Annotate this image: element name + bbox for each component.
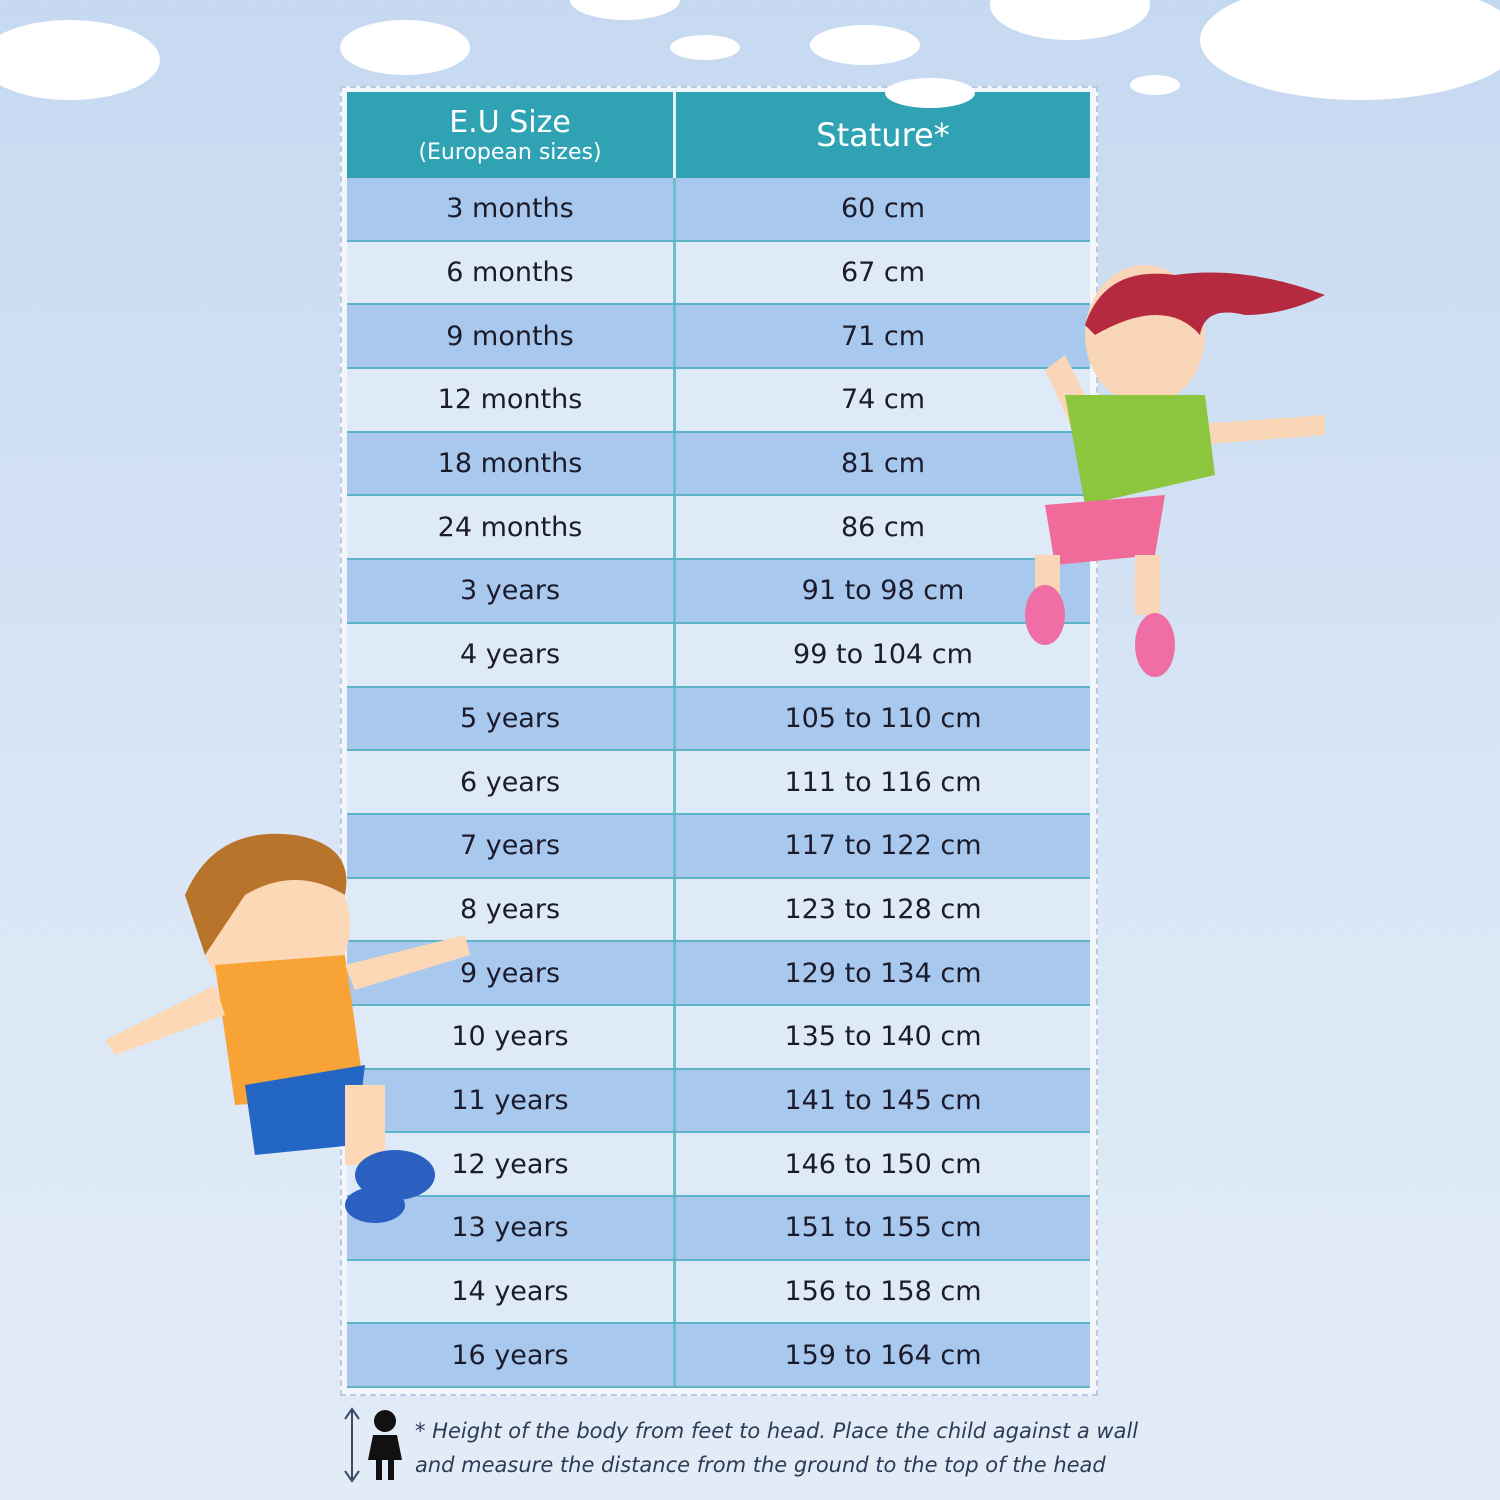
stature-cell: 111 to 116 cm (784, 766, 982, 798)
stature-cell: 123 to 128 cm (784, 893, 982, 925)
stature-cell: 105 to 110 cm (784, 702, 982, 734)
size-cell: 12 months (347, 369, 676, 431)
boy-illustration (105, 833, 470, 1223)
table-row: 5 years 105 to 110 cm (347, 687, 1090, 752)
size-cell: 6 years (347, 751, 676, 813)
cloud (1200, 0, 1500, 100)
stature-cell: 159 to 164 cm (784, 1339, 982, 1371)
stature-cell: 91 to 98 cm (801, 575, 965, 607)
girl-illustration (1025, 265, 1325, 677)
cloud (885, 78, 975, 108)
table-row: 12 months 74 cm (347, 369, 1090, 433)
size-cell: 24 months (347, 496, 676, 559)
stature-cell: 135 to 140 cm (784, 1021, 982, 1053)
cloud (1130, 75, 1180, 95)
table-row: 6 months 67 cm (347, 241, 1090, 306)
stature-cell: 156 to 158 cm (784, 1276, 982, 1308)
size-cell: 5 years (347, 687, 676, 750)
footnote-line-1: * Height of the body from feet to head. … (415, 1419, 1139, 1443)
table-row: 16 years 159 to 164 cm (347, 1324, 1090, 1389)
table-row: 24 months 86 cm (347, 496, 1090, 561)
header-stature: Stature* (816, 116, 950, 154)
table-row: 11 years 141 to 145 cm (347, 1069, 1090, 1134)
stature-cell: 67 cm (840, 257, 926, 289)
stature-cell: 81 cm (840, 448, 926, 480)
table-row: 3 years 91 to 98 cm (347, 560, 1090, 624)
stature-cell: 74 cm (840, 384, 926, 416)
stature-cell: 71 cm (840, 320, 926, 352)
table-row: 13 years 151 to 155 cm (347, 1197, 1090, 1261)
stature-cell: 60 cm (840, 193, 926, 225)
table-row: 6 years 111 to 116 cm (347, 751, 1090, 815)
table-row: 9 months 71 cm (347, 305, 1090, 370)
header-eu-size: E.U Size (European sizes) (347, 92, 676, 178)
footnote: * Height of the body from feet to head. … (415, 1414, 1138, 1482)
header-subtitle: (European sizes) (418, 140, 602, 165)
table-row: 7 years 117 to 122 cm (347, 814, 1090, 879)
table-row: 10 years 135 to 140 cm (347, 1005, 1090, 1070)
cloud (670, 35, 740, 60)
table-row: 12 years 146 to 150 cm (347, 1133, 1090, 1197)
cloud (990, 0, 1150, 40)
size-cell: 9 years (347, 942, 676, 1004)
cloud (810, 25, 920, 65)
size-cell: 3 years (347, 560, 676, 622)
footnote-line-2: and measure the distance from the ground… (415, 1453, 1106, 1477)
table-row: 8 years 123 to 128 cm (347, 878, 1090, 943)
size-cell: 18 months (347, 432, 676, 495)
size-cell: 8 years (347, 878, 676, 941)
size-cell: 16 years (347, 1324, 676, 1387)
cloud (0, 20, 160, 100)
header-title: E.U Size (449, 105, 571, 140)
size-cell: 13 years (347, 1197, 676, 1259)
stature-cell: 146 to 150 cm (784, 1148, 982, 1180)
table-row: 14 years 156 to 158 cm (347, 1260, 1090, 1325)
stature-cell: 151 to 155 cm (784, 1212, 982, 1244)
cloud (570, 0, 680, 20)
size-cell: 3 months (347, 178, 676, 240)
table-row: 4 years 99 to 104 cm (347, 623, 1090, 688)
size-cell: 4 years (347, 623, 676, 686)
size-cell: 10 years (347, 1005, 676, 1068)
size-cell: 7 years (347, 814, 676, 877)
size-cell: 9 months (347, 305, 676, 368)
table-row: 9 years 129 to 134 cm (347, 942, 1090, 1006)
stature-cell: 99 to 104 cm (793, 639, 973, 671)
table-header: E.U Size (European sizes) Stature* (347, 92, 1090, 178)
height-measure-icon (344, 1407, 402, 1483)
table-row: 18 months 81 cm (347, 432, 1090, 497)
size-cell: 14 years (347, 1260, 676, 1323)
stature-cell: 129 to 134 cm (784, 957, 982, 989)
table-row: 3 months 60 cm (347, 178, 1090, 242)
cloud (340, 20, 470, 75)
size-cell: 11 years (347, 1069, 676, 1132)
stature-cell: 86 cm (840, 511, 926, 543)
size-table: E.U Size (European sizes) Stature* 3 mon… (347, 92, 1090, 1389)
stature-cell: 117 to 122 cm (784, 830, 982, 862)
size-cell: 6 months (347, 241, 676, 304)
stature-cell: 141 to 145 cm (784, 1084, 982, 1116)
size-cell: 12 years (347, 1133, 676, 1195)
